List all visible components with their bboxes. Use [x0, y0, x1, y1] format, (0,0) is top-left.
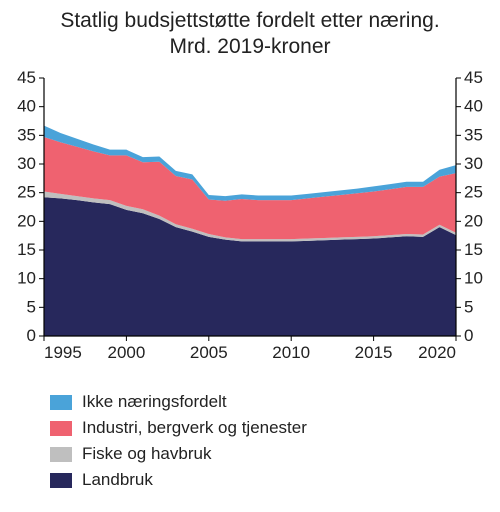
legend: Ikke næringsfordelt Industri, bergverk og… — [50, 392, 307, 496]
svg-text:10: 10 — [17, 269, 36, 288]
title-line-1: Statlig budsjettstøtte fordelt etter nær… — [60, 9, 439, 32]
svg-text:45: 45 — [17, 68, 36, 87]
svg-text:2020: 2020 — [418, 343, 456, 362]
svg-text:25: 25 — [464, 183, 483, 202]
legend-swatch — [50, 473, 72, 488]
legend-swatch — [50, 395, 72, 410]
legend-label: Landbruk — [82, 470, 153, 490]
svg-text:35: 35 — [464, 125, 483, 144]
svg-text:15: 15 — [464, 240, 483, 259]
figure-container: Statlig budsjettstøtte fordelt etter nær… — [0, 0, 500, 512]
chart-area: 0055101015152020252530303535404045451995… — [0, 66, 500, 366]
svg-text:2015: 2015 — [355, 343, 393, 362]
svg-text:5: 5 — [464, 297, 473, 316]
svg-text:1995: 1995 — [44, 343, 82, 362]
legend-swatch — [50, 447, 72, 462]
svg-text:15: 15 — [17, 240, 36, 259]
stacked-area-chart: 0055101015152020252530303535404045451995… — [0, 66, 500, 366]
svg-text:20: 20 — [464, 211, 483, 230]
legend-label: Fiske og havbruk — [82, 444, 211, 464]
legend-label: Industri, bergverk og tjenester — [82, 418, 307, 438]
svg-text:10: 10 — [464, 269, 483, 288]
chart-title: Statlig budsjettstøtte fordelt etter nær… — [0, 0, 500, 61]
title-line-2: Mrd. 2019-kroner — [169, 35, 330, 58]
legend-item-fiske: Fiske og havbruk — [50, 444, 307, 464]
svg-text:20: 20 — [17, 211, 36, 230]
svg-text:45: 45 — [464, 68, 483, 87]
svg-text:0: 0 — [464, 326, 473, 345]
svg-text:30: 30 — [464, 154, 483, 173]
svg-text:40: 40 — [464, 97, 483, 116]
svg-text:25: 25 — [17, 183, 36, 202]
svg-text:5: 5 — [27, 297, 36, 316]
legend-label: Ikke næringsfordelt — [82, 392, 227, 412]
legend-item-industri: Industri, bergverk og tjenester — [50, 418, 307, 438]
legend-swatch — [50, 421, 72, 436]
svg-text:35: 35 — [17, 125, 36, 144]
svg-text:30: 30 — [17, 154, 36, 173]
legend-item-ikke: Ikke næringsfordelt — [50, 392, 307, 412]
svg-text:2010: 2010 — [272, 343, 310, 362]
svg-text:40: 40 — [17, 97, 36, 116]
svg-text:2000: 2000 — [107, 343, 145, 362]
svg-text:0: 0 — [27, 326, 36, 345]
legend-item-landbruk: Landbruk — [50, 470, 307, 490]
svg-text:2005: 2005 — [190, 343, 228, 362]
